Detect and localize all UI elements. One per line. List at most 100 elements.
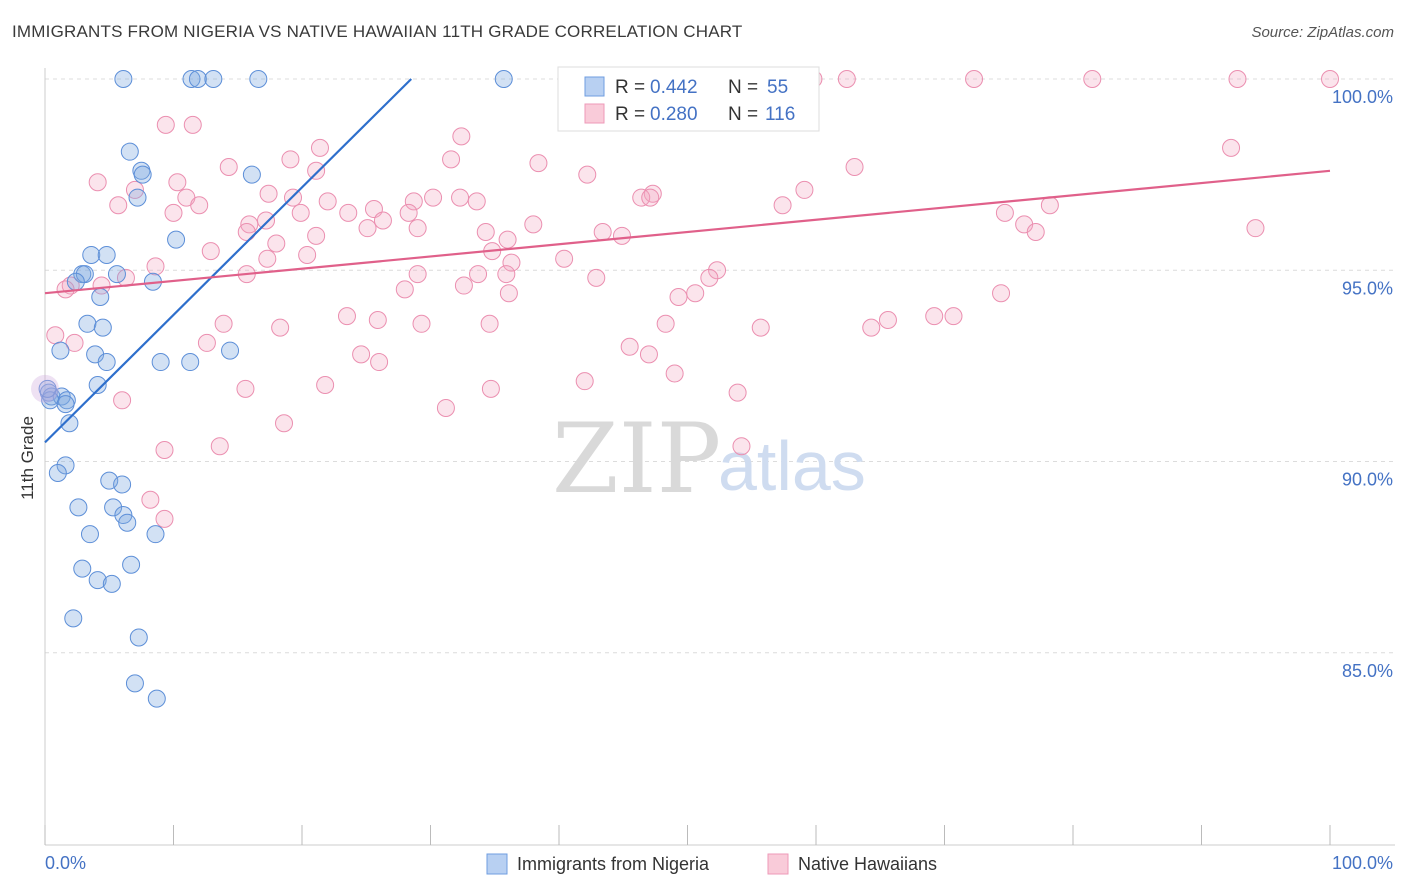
- point-native-hawaiian: [109, 196, 128, 215]
- point-nigeria: [51, 341, 70, 360]
- point-nigeria: [104, 498, 123, 517]
- axes: [44, 68, 1395, 846]
- point-native-hawaiian: [318, 192, 337, 211]
- point-nigeria: [122, 555, 141, 574]
- point-native-hawaiian: [368, 310, 387, 329]
- point-nigeria: [147, 689, 166, 708]
- point-native-hawaiian: [686, 284, 705, 303]
- point-nigeria: [125, 674, 144, 693]
- point-native-hawaiian: [395, 280, 414, 299]
- point-native-hawaiian: [291, 203, 310, 222]
- point-nigeria: [107, 265, 126, 284]
- point-native-hawaiian: [65, 333, 84, 352]
- stats-n-value-2: 116: [765, 104, 795, 125]
- stats-n-value-1: 55: [767, 77, 788, 98]
- point-nigeria: [113, 475, 132, 494]
- point-native-hawaiian: [258, 249, 277, 268]
- point-native-hawaiian: [281, 150, 300, 169]
- point-native-hawaiian: [862, 318, 881, 337]
- source-credit: Source: ZipAtlas.com: [1251, 24, 1394, 41]
- point-native-hawaiian: [237, 223, 256, 241]
- point-native-hawaiian: [639, 345, 658, 364]
- legend-swatch-hawaiians: [767, 853, 789, 875]
- point-native-hawaiian: [499, 284, 518, 303]
- point-native-hawaiian: [183, 115, 202, 134]
- stats-box: R = 0.442 N = 55 R = 0.280 N = 116: [557, 66, 820, 132]
- point-native-hawaiian: [236, 379, 255, 398]
- legend-swatch-nigeria: [486, 853, 508, 875]
- point-nigeria: [97, 245, 116, 264]
- point-nigeria: [41, 391, 60, 410]
- point-nigeria: [88, 376, 107, 394]
- point-nigeria: [242, 165, 261, 184]
- point-native-hawaiian: [708, 261, 727, 280]
- point-native-hawaiian: [665, 364, 684, 383]
- point-native-hawaiian: [210, 437, 229, 456]
- y-tick-label: 85.0%: [1342, 661, 1393, 681]
- point-native-hawaiian: [773, 196, 792, 215]
- point-native-hawaiian: [529, 154, 548, 173]
- point-nigeria: [221, 341, 240, 360]
- point-native-hawaiian: [201, 242, 220, 261]
- y-tick-labels: 85.0% 90.0% 95.0% 100.0%: [1332, 87, 1393, 681]
- point-nigeria: [120, 142, 139, 161]
- y-axis-label: 11th Grade: [18, 416, 37, 500]
- point-native-hawaiian: [358, 219, 377, 238]
- point-native-hawaiian: [316, 376, 335, 394]
- point-native-hawaiian: [298, 245, 317, 264]
- point-native-hawaiian: [555, 249, 574, 268]
- point-native-hawaiian: [451, 188, 470, 207]
- point-native-hawaiian: [944, 307, 963, 326]
- point-native-hawaiian: [728, 383, 747, 402]
- point-native-hawaiian: [197, 333, 216, 352]
- point-nigeria: [48, 463, 67, 482]
- legend-label-hawaiians: Native Hawaiians: [798, 854, 937, 874]
- point-native-hawaiian: [498, 230, 517, 249]
- point-native-hawaiian: [214, 314, 233, 333]
- point-nigeria: [133, 165, 152, 184]
- point-native-hawaiian: [1321, 70, 1339, 88]
- point-native-hawaiian: [404, 192, 423, 211]
- point-native-hawaiian: [669, 288, 688, 307]
- point-native-hawaiian: [352, 345, 371, 364]
- point-native-hawaiian: [275, 414, 294, 433]
- stats-n-label-1: N =: [728, 77, 758, 98]
- point-native-hawaiian: [587, 268, 606, 287]
- point-nigeria: [56, 456, 75, 475]
- point-native-hawaiian: [878, 310, 897, 329]
- point-nigeria: [38, 379, 57, 398]
- point-native-hawaiian: [259, 184, 278, 203]
- stats-r-value-1: 0.442: [650, 77, 698, 98]
- point-nigeria: [146, 525, 165, 544]
- stats-swatch-hawaiians: [584, 103, 605, 124]
- point-native-hawaiian: [1083, 70, 1102, 88]
- point-native-hawaiian: [992, 284, 1011, 303]
- point-overlap-cluster: [31, 374, 59, 403]
- point-native-hawaiian: [524, 215, 543, 234]
- point-nigeria: [118, 513, 137, 532]
- point-native-hawaiian: [454, 276, 473, 295]
- point-native-hawaiian: [467, 192, 486, 211]
- point-native-hawaiian: [480, 314, 499, 333]
- point-native-hawaiian: [92, 276, 111, 295]
- watermark-zip: ZIP: [552, 403, 721, 515]
- point-nigeria: [80, 525, 99, 544]
- point-native-hawaiian: [1222, 138, 1241, 157]
- point-native-hawaiian: [412, 314, 431, 333]
- point-nigeria: [56, 395, 75, 414]
- point-native-hawaiian: [219, 157, 238, 176]
- point-native-hawaiian: [399, 203, 418, 222]
- point-native-hawaiian: [408, 265, 427, 284]
- point-native-hawaiian: [469, 265, 488, 284]
- trend-lines: [44, 78, 1331, 444]
- stats-r-value-2: 0.280: [650, 104, 698, 125]
- point-native-hawaiian: [164, 203, 183, 222]
- point-native-hawaiian: [373, 211, 392, 230]
- point-native-hawaiian: [965, 70, 984, 88]
- x-tick-labels: 0.0% 100.0%: [45, 853, 1393, 873]
- x-tick-label: 0.0%: [45, 853, 86, 873]
- point-native-hawaiian: [995, 203, 1014, 222]
- point-native-hawaiian: [641, 188, 660, 207]
- point-nigeria: [82, 245, 101, 264]
- point-native-hawaiian: [271, 318, 290, 337]
